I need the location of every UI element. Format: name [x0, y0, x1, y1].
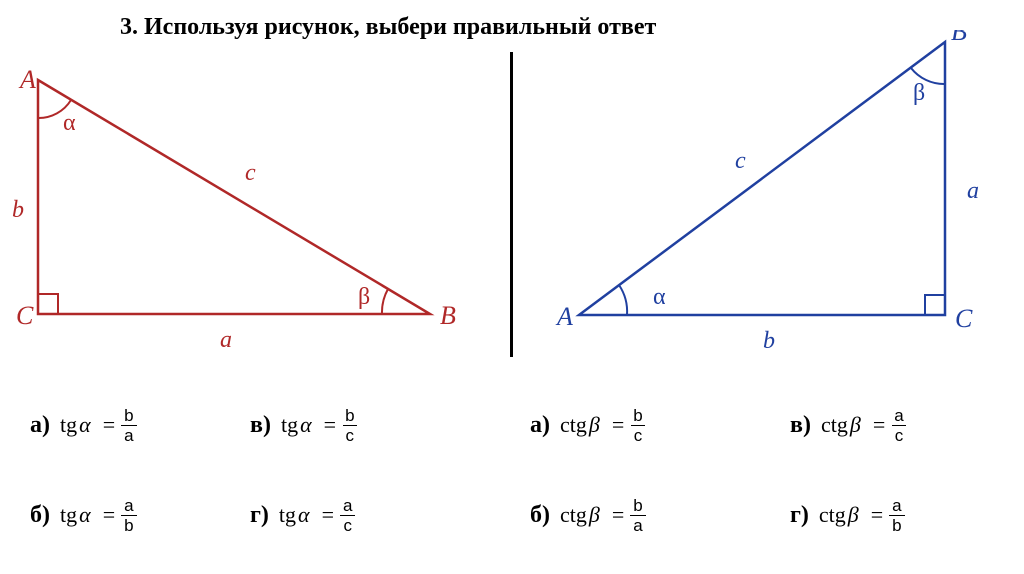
- svg-text:a: a: [220, 327, 232, 353]
- trig-fn: tg: [281, 412, 298, 438]
- fraction: b c: [342, 407, 357, 444]
- svg-text:β: β: [358, 284, 370, 310]
- answer-label: а): [530, 412, 550, 439]
- center-divider: [510, 52, 513, 357]
- right-answer-a[interactable]: а) ctg β = b c: [530, 400, 646, 450]
- equals-sign: =: [322, 502, 334, 528]
- trig-arg: β: [848, 502, 859, 528]
- right-triangle: A B Ca b c α β: [555, 30, 1005, 365]
- fraction: a c: [891, 407, 906, 444]
- left-triangle: A B Ca b c α β: [10, 52, 490, 367]
- answer-label: а): [30, 412, 50, 439]
- trig-arg: β: [850, 412, 861, 438]
- svg-text:A: A: [555, 302, 573, 331]
- svg-text:a: a: [967, 178, 979, 204]
- svg-text:c: c: [245, 160, 256, 186]
- right-answer-g[interactable]: г) ctg β = a b: [790, 490, 905, 540]
- trig-arg: β: [589, 412, 600, 438]
- fraction: a b: [121, 497, 136, 534]
- fraction: a c: [340, 497, 355, 534]
- fraction: b a: [121, 407, 136, 444]
- equals-sign: =: [612, 502, 624, 528]
- trig-arg: α: [298, 502, 310, 528]
- answer-label: б): [530, 502, 550, 529]
- svg-text:B: B: [440, 301, 456, 330]
- right-answer-b[interactable]: б) ctg β = b a: [530, 490, 646, 540]
- svg-text:α: α: [653, 284, 666, 310]
- trig-fn: ctg: [560, 502, 587, 528]
- trig-arg: α: [79, 412, 91, 438]
- trig-fn: tg: [60, 412, 77, 438]
- fraction: a b: [889, 497, 904, 534]
- trig-arg: α: [79, 502, 91, 528]
- right-answer-v[interactable]: в) ctg β = a c: [790, 400, 907, 450]
- answer-label: в): [790, 412, 811, 439]
- equals-sign: =: [612, 412, 624, 438]
- answer-label: г): [790, 502, 809, 529]
- left-answer-g[interactable]: г) tg α = a c: [250, 490, 355, 540]
- answer-label: б): [30, 502, 50, 529]
- left-answer-b[interactable]: б) tg α = a b: [30, 490, 137, 540]
- svg-text:c: c: [735, 148, 746, 174]
- fraction: b c: [630, 407, 645, 444]
- equals-sign: =: [324, 412, 336, 438]
- trig-fn: ctg: [560, 412, 587, 438]
- equals-sign: =: [103, 412, 115, 438]
- equals-sign: =: [871, 502, 883, 528]
- trig-fn: ctg: [819, 502, 846, 528]
- svg-text:C: C: [16, 301, 34, 330]
- fraction: b a: [630, 497, 645, 534]
- svg-text:β: β: [913, 80, 925, 106]
- svg-text:B: B: [951, 30, 967, 46]
- trig-arg: β: [589, 502, 600, 528]
- equals-sign: =: [873, 412, 885, 438]
- equals-sign: =: [103, 502, 115, 528]
- answer-label: в): [250, 412, 271, 439]
- trig-arg: α: [300, 412, 312, 438]
- svg-text:A: A: [18, 65, 36, 94]
- trig-fn: tg: [279, 502, 296, 528]
- trig-fn: ctg: [821, 412, 848, 438]
- left-answer-a[interactable]: а) tg α = b a: [30, 400, 137, 450]
- svg-text:b: b: [763, 328, 775, 354]
- svg-text:b: b: [12, 197, 24, 223]
- svg-text:C: C: [955, 304, 973, 333]
- answer-label: г): [250, 502, 269, 529]
- trig-fn: tg: [60, 502, 77, 528]
- left-answer-v[interactable]: в) tg α = b c: [250, 400, 358, 450]
- svg-text:α: α: [63, 110, 76, 136]
